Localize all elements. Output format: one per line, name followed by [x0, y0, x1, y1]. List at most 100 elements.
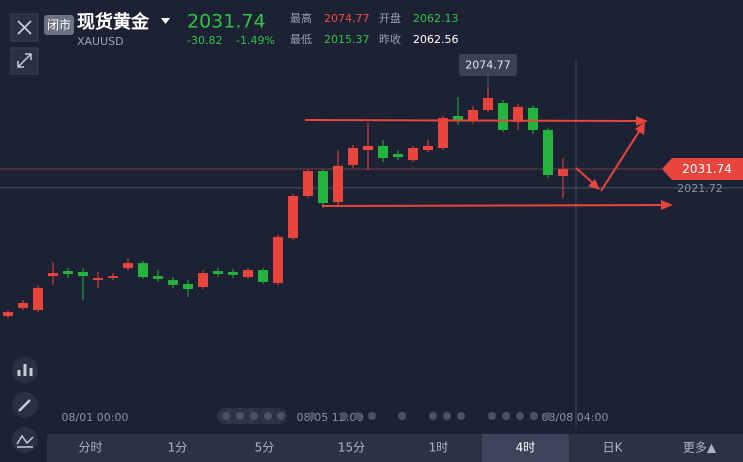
candle-body	[483, 97, 493, 110]
stat-value: 2015.37	[324, 33, 370, 46]
close-icon[interactable]	[17, 20, 32, 35]
candle-body	[468, 109, 478, 122]
active-tab[interactable]	[482, 434, 569, 462]
tab[interactable]: 日K	[603, 441, 624, 455]
candle-body	[138, 263, 148, 278]
max-label: 2074.77	[465, 59, 511, 72]
arrowhead	[635, 122, 645, 135]
symbol: XAUUSD	[77, 35, 124, 48]
dot	[544, 412, 552, 420]
stat-value: 2062.56	[413, 33, 459, 46]
close-button[interactable]	[10, 13, 39, 42]
dot	[308, 412, 316, 420]
tab[interactable]: 15分	[338, 441, 365, 455]
candle-body	[363, 145, 373, 151]
arrowhead	[636, 116, 648, 126]
tab[interactable]: 1时	[429, 441, 449, 455]
annotation-line	[575, 167, 595, 185]
expand-icon[interactable]	[17, 53, 32, 68]
candle-body	[528, 107, 538, 130]
candle-body	[378, 145, 388, 159]
max-label-box	[459, 54, 517, 76]
tab[interactable]: 分时	[78, 441, 102, 455]
pager-dots	[217, 408, 552, 424]
x-tick-label: 08/05 12:00	[297, 411, 364, 424]
tab[interactable]: 4时	[516, 441, 536, 455]
status: 闭市	[47, 17, 71, 32]
tab-bar	[47, 434, 743, 462]
candle-body	[453, 116, 463, 120]
candle-body	[258, 270, 268, 282]
dot	[530, 412, 538, 420]
candle-body	[513, 106, 523, 123]
crosshair-price-label: 2021.72	[677, 182, 723, 195]
candle-body	[498, 103, 508, 130]
expand-button[interactable]	[10, 47, 39, 75]
dot	[250, 412, 258, 420]
stat-value: 2074.77	[324, 12, 370, 25]
dot	[236, 412, 244, 420]
dot	[516, 412, 524, 420]
stat-value: 2062.13	[413, 12, 459, 25]
candle-body	[333, 165, 343, 203]
candle-body	[18, 303, 28, 308]
price: 2031.74	[187, 11, 266, 33]
candle-body	[558, 169, 568, 177]
candle-body	[93, 277, 103, 281]
dot	[264, 412, 272, 420]
dropdown-caret[interactable]	[161, 18, 170, 24]
tab[interactable]: 更多▲	[683, 441, 717, 455]
indicator-icon	[17, 364, 33, 376]
candle-body	[198, 273, 208, 288]
annotation-line	[321, 204, 665, 207]
candle-body	[63, 270, 73, 275]
candle-body	[273, 236, 283, 284]
candle-body	[303, 170, 313, 197]
stat-label: 最低	[290, 33, 312, 46]
candle-body	[123, 263, 133, 268]
candle-body	[108, 276, 118, 278]
tab[interactable]: 1分	[168, 441, 188, 455]
change-pct: -1.49%	[236, 34, 275, 47]
instrument-name[interactable]: 现货黄金	[77, 11, 150, 33]
annotation-line	[600, 129, 641, 192]
candle-body	[183, 283, 193, 290]
stat-label: 昨收	[379, 32, 401, 46]
draw-icon	[18, 399, 31, 412]
candle-body	[168, 280, 178, 285]
stat-label: 最高	[290, 11, 312, 25]
plot: 08/01 00:00 08/05 12:00 08/08 04:00 2074.77…	[0, 54, 743, 430]
dot	[398, 412, 406, 420]
dot	[277, 412, 285, 420]
candle-body	[393, 154, 403, 158]
last-price-label: 2031.74	[682, 162, 732, 176]
arrowhead	[661, 200, 673, 210]
dot	[429, 412, 437, 420]
dot	[457, 412, 465, 420]
candle-body	[213, 270, 223, 275]
candle-body	[408, 148, 418, 161]
dot	[443, 412, 451, 420]
dot	[502, 412, 510, 420]
arrowhead	[588, 179, 600, 190]
candle-body	[153, 276, 163, 279]
status-badge	[44, 15, 74, 35]
stat-label: 开盘	[379, 11, 401, 25]
candle-body	[243, 270, 253, 278]
tab[interactable]: 5分	[255, 441, 275, 455]
dot	[368, 412, 376, 420]
candle-body	[48, 273, 58, 277]
annotations	[304, 116, 673, 210]
x-tick-label: 08/08 04:00	[542, 411, 609, 424]
candle-body	[438, 118, 448, 149]
last-price-tag	[662, 158, 743, 181]
dot	[354, 412, 362, 420]
change: -30.82	[187, 34, 222, 47]
candle-body	[318, 170, 328, 204]
x-tick-label: 08/01 00:00	[62, 411, 129, 424]
candle-body	[33, 287, 43, 310]
candle-body	[288, 196, 298, 239]
annotation-line	[304, 119, 641, 122]
